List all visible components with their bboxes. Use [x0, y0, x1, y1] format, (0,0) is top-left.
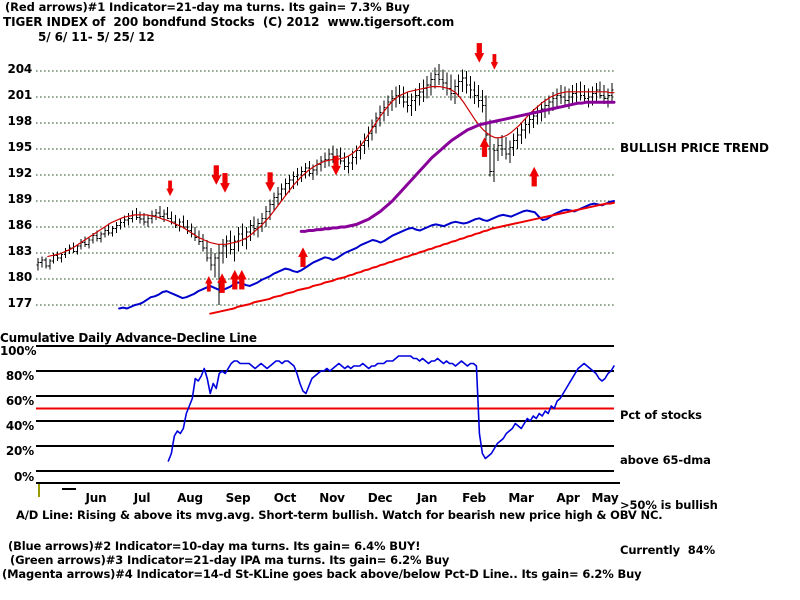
xtick-may: May [591, 491, 619, 505]
bullish-price-trend-label: BULLISH PRICE TREND [620, 141, 769, 155]
sell-arrow-down-icon [490, 54, 499, 70]
ad-ytick-40: 40% [5, 419, 34, 433]
price-ytick-177: 177 [7, 296, 33, 310]
xtick-aug: Aug [177, 491, 203, 505]
price-ytick-183: 183 [7, 244, 33, 258]
sell-arrow-down-icon [166, 180, 174, 197]
xtick-jul: Jul [133, 491, 151, 505]
header-date-range: 5/ 6/ 11- 5/ 25/ 12 [38, 30, 155, 44]
pct-note-line-1: Pct of stocks [620, 408, 702, 422]
ad-panel-title: Cumulative Daily Advance-Decline Line [0, 331, 257, 345]
price-ytick-189: 189 [7, 192, 33, 206]
pct-note-line-3: >50% is bullish [620, 498, 718, 512]
price-ytick-192: 192 [7, 166, 33, 180]
pct-of-stocks-note: Pct of stocks above 65-dma >50% is bulli… [620, 378, 718, 588]
sell-arrow-down-icon [220, 173, 230, 193]
sell-arrow-down-icon [211, 165, 222, 185]
buy-arrow-up-icon [236, 269, 247, 290]
xtick-feb: Feb [462, 491, 486, 505]
ad-ytick-80: 80% [5, 369, 34, 383]
xtick-jan: Jan [416, 491, 438, 505]
footer-ad-line: A/D Line: Rising & above its mvg.avg. Sh… [16, 508, 663, 522]
price-ytick-201: 201 [7, 88, 33, 102]
xtick-oct: Oct [273, 491, 297, 505]
buy-arrow-up-icon [217, 273, 228, 293]
ad-line-series [167, 355, 615, 462]
xaxis-dash-marker [62, 488, 76, 490]
buy-arrow-up-icon [229, 269, 240, 290]
sell-arrow-down-icon [331, 155, 341, 176]
xtick-apr: Apr [556, 491, 580, 505]
obv-blue-line [118, 200, 615, 310]
pct-note-line-4: Currently 84% [620, 543, 716, 557]
xtick-mar: Mar [508, 491, 534, 505]
ad-ytick-20: 20% [5, 444, 34, 458]
price-ytick-195: 195 [7, 140, 33, 154]
price-ytick-204: 204 [7, 62, 33, 76]
xtick-sep: Sep [225, 491, 251, 505]
buy-arrow-up-icon [205, 275, 213, 292]
price-ytick-186: 186 [7, 218, 33, 232]
pct-note-line-2: above 65-dma [620, 453, 711, 467]
ad-ytick-0: 0% [14, 470, 34, 484]
ma-slow-line [299, 100, 616, 233]
ad-ytick-100: 100% [0, 344, 37, 358]
ma-fast-line [47, 85, 615, 258]
footer-green-arrows: (Green arrows)#3 Indicator=21-day IPA ma… [10, 553, 450, 567]
header-index-title: TIGER INDEX of 200 bondfund Stocks (C) 2… [3, 15, 455, 29]
footer-magenta-arrows: (Magenta arrows)#4 Indicator=14-d St-KLi… [2, 567, 642, 581]
price-ytick-198: 198 [7, 114, 33, 128]
obv-red-line [209, 201, 615, 315]
xtick-dec: Dec [367, 491, 393, 505]
header-indicator-line: (Red arrows)#1 Indicator=21-day ma turns… [5, 0, 410, 14]
buy-arrow-up-icon [298, 247, 308, 267]
sell-arrow-down-icon [265, 172, 276, 192]
buy-arrow-up-icon [479, 137, 490, 157]
xtick-jun: Jun [85, 491, 107, 505]
sell-arrow-down-icon [474, 43, 485, 63]
ohlc-bars-group [36, 64, 614, 305]
footer-blue-arrows: (Blue arrows)#2 Indicator=10-day ma turn… [8, 539, 421, 553]
xtick-nov: Nov [319, 491, 345, 505]
price-ytick-180: 180 [7, 270, 33, 284]
ad-ytick-60: 60% [5, 394, 34, 408]
buy-arrow-up-icon [529, 166, 540, 187]
